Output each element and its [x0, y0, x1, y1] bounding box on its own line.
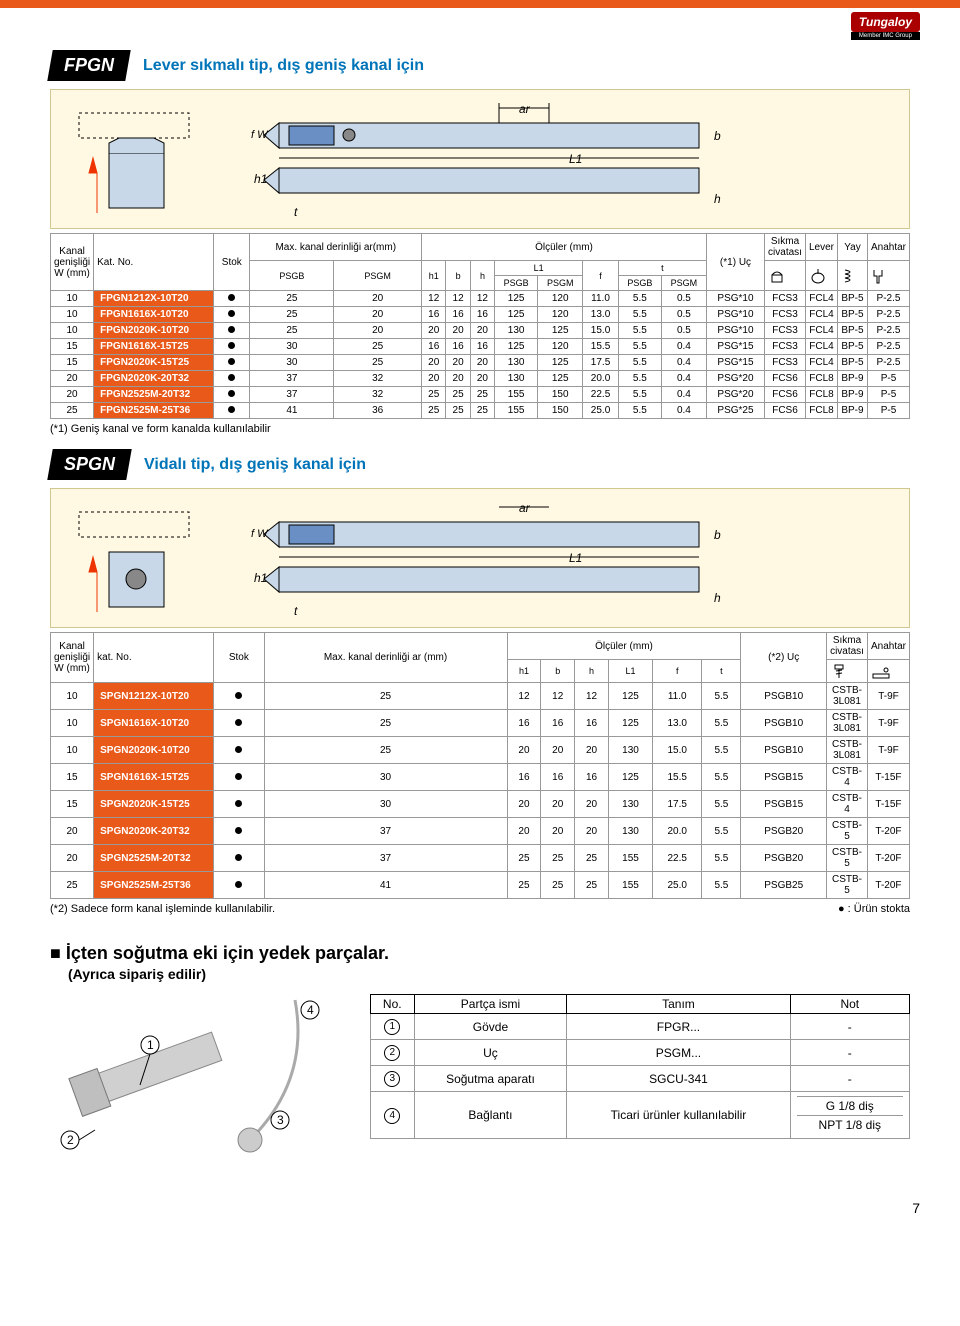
- spare-table: No. Partça ismi Tanım Not 1GövdeFPGR...-…: [370, 990, 910, 1139]
- th-uc: (*1) Uç: [706, 234, 764, 291]
- table-row: 2UçPSGM...-: [371, 1040, 910, 1066]
- th-kat: Kat. No.: [94, 234, 214, 291]
- th-sikma: Sıkma civatası: [765, 234, 806, 261]
- spgn-legend: ● : Ürün stokta: [838, 903, 910, 915]
- screw-icon: [827, 660, 868, 683]
- table-row: 20FPGN2020K-20T32373220202013012520.05.5…: [51, 371, 910, 387]
- wrench-icon: [867, 261, 909, 291]
- th-stok: Stok: [214, 234, 250, 291]
- svg-text:4: 4: [307, 1003, 314, 1017]
- key-icon: [867, 660, 909, 683]
- table-row: 25SPGN2525M-25T364125252515525.05.5PSGB2…: [51, 872, 910, 899]
- th-yay: Yay: [837, 234, 867, 261]
- svg-text:b: b: [714, 129, 721, 143]
- table-row: 4BağlantıTicari ürünler kullanılabilirG …: [371, 1092, 910, 1139]
- th-sikma: Sıkma civatası: [827, 633, 868, 660]
- table-row: 15FPGN2020K-15T25302520202013012517.55.5…: [51, 355, 910, 371]
- svg-text:L1: L1: [569, 152, 582, 166]
- brand-logo: Tungaloy Member IMC Group: [851, 12, 920, 40]
- svg-text:h: h: [714, 192, 721, 206]
- spare-title: ■ İçten soğutma eki için yedek parçalar.: [50, 943, 910, 964]
- th-max: Max. kanal derinliği ar(mm): [250, 234, 422, 261]
- table-row: 15SPGN1616X-15T253016161612515.55.5PSGB1…: [51, 764, 910, 791]
- clamp-icon: [765, 261, 806, 291]
- svg-text:ar: ar: [519, 501, 531, 515]
- spgn-diagram: ar L1 b h t h1 f W: [50, 488, 910, 628]
- th-kat: kat. No.: [94, 633, 214, 683]
- spare-image: 1 2 3 4: [50, 990, 350, 1190]
- fpgn-note: (*1) Geniş kanal ve form kanalda kullanı…: [50, 423, 910, 435]
- brand-sub: Member IMC Group: [851, 32, 920, 40]
- table-row: 10FPGN1212X-10T20252012121212512011.05.5…: [51, 291, 910, 307]
- svg-text:h: h: [714, 591, 721, 605]
- brand-name: Tungaloy: [851, 12, 920, 32]
- fpgn-title: Lever sıkmalı tip, dış geniş kanal için: [143, 57, 424, 75]
- table-row: 20FPGN2525M-20T32373225252515515022.55.5…: [51, 387, 910, 403]
- th-kanal: Kanal genişliği W (mm): [51, 234, 94, 291]
- table-row: 10FPGN1616X-10T20252016161612512013.05.5…: [51, 307, 910, 323]
- table-row: 10SPGN1212X-10T202512121212511.05.5PSGB1…: [51, 683, 910, 710]
- spgn-note: (*2) Sadece form kanal işleminde kullanı…: [50, 903, 275, 915]
- th-max: Max. kanal derinliği ar (mm): [264, 633, 507, 683]
- svg-text:f W: f W: [251, 528, 269, 540]
- table-row: 10SPGN1616X-10T202516161612513.05.5PSGB1…: [51, 710, 910, 737]
- svg-text:f W: f W: [251, 129, 269, 141]
- spgn-header: SPGN Vidalı tip, dış geniş kanal için: [50, 449, 910, 480]
- table-row: 10SPGN2020K-10T202520202013015.05.5PSGB1…: [51, 737, 910, 764]
- table-row: 10FPGN2020K-10T20252020202013012515.05.5…: [51, 323, 910, 339]
- svg-text:h1: h1: [254, 172, 267, 186]
- svg-text:ar: ar: [519, 102, 531, 116]
- th-kanal: Kanal genişliği W (mm): [51, 633, 94, 683]
- fpgn-table: Kanal genişliği W (mm) Kat. No. Stok Max…: [50, 233, 910, 419]
- svg-text:t: t: [294, 205, 298, 219]
- fpgn-diagram: ar L1 b h t h1 f W: [50, 89, 910, 229]
- table-row: 25FPGN2525M-25T36413625252515515025.05.5…: [51, 403, 910, 419]
- th-olculer: Ölçüler (mm): [507, 633, 741, 660]
- svg-text:t: t: [294, 604, 298, 618]
- svg-text:2: 2: [67, 1133, 74, 1147]
- table-row: 20SPGN2020K-20T323720202013020.05.5PSGB2…: [51, 818, 910, 845]
- svg-text:1: 1: [147, 1038, 154, 1052]
- lever-icon: [805, 261, 837, 291]
- table-row: 20SPGN2525M-20T323725252515522.55.5PSGB2…: [51, 845, 910, 872]
- svg-text:L1: L1: [569, 551, 582, 565]
- page-number: 7: [0, 1200, 920, 1216]
- spare-sub: (Ayrıca sipariş edilir): [68, 966, 910, 982]
- th-stok: Stok: [214, 633, 264, 683]
- table-row: 15FPGN1616X-15T25302516161612512015.55.5…: [51, 339, 910, 355]
- fpgn-header: FPGN Lever sıkmalı tip, dış geniş kanal …: [50, 50, 910, 81]
- table-row: 15SPGN2020K-15T253020202013017.55.5PSGB1…: [51, 791, 910, 818]
- spgn-table: Kanal genişliği W (mm) kat. No. Stok Max…: [50, 632, 910, 899]
- spring-icon: [837, 261, 867, 291]
- th-lever: Lever: [805, 234, 837, 261]
- svg-text:h1: h1: [254, 571, 267, 585]
- table-row: 1GövdeFPGR...-: [371, 1014, 910, 1040]
- table-row: 3Soğutma aparatıSGCU-341-: [371, 1066, 910, 1092]
- svg-text:3: 3: [277, 1113, 284, 1127]
- spgn-title: Vidalı tip, dış geniş kanal için: [144, 456, 366, 474]
- fpgn-badge: FPGN: [47, 50, 130, 81]
- spgn-badge: SPGN: [47, 449, 131, 480]
- svg-text:b: b: [714, 528, 721, 542]
- top-accent-bar: [0, 0, 960, 8]
- th-olculer: Ölçüler (mm): [422, 234, 707, 261]
- th-anahtar: Anahtar: [867, 633, 909, 660]
- th-anahtar: Anahtar: [867, 234, 909, 261]
- th-uc: (*2) Uç: [741, 633, 827, 683]
- logo-row: Tungaloy Member IMC Group: [0, 8, 960, 50]
